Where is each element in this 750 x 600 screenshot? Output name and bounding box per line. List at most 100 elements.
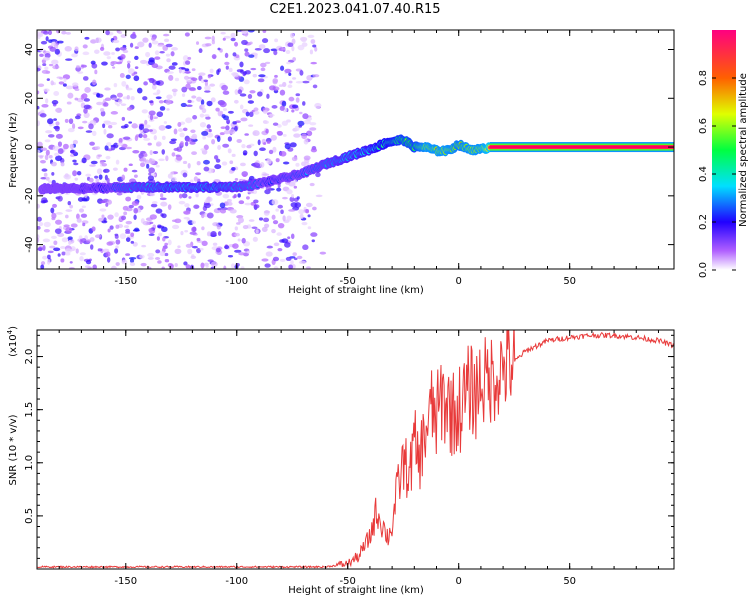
spectrogram-noise-speck bbox=[76, 171, 82, 176]
spectrogram-noise-speck bbox=[190, 255, 197, 259]
spectrogram-noise-speck bbox=[52, 203, 57, 208]
spectrogram-noise-speck bbox=[273, 242, 280, 247]
spectrogram-noise-speck bbox=[125, 146, 132, 150]
spectrogram-noise-speck bbox=[223, 130, 231, 135]
spectrogram-noise-speck bbox=[276, 232, 282, 236]
spectrogram-noise-speck bbox=[68, 118, 74, 125]
colorbar-tick-label: 0.4 bbox=[698, 166, 709, 182]
spectrogram-noise-speck bbox=[126, 60, 131, 64]
spectrogram-noise-speck bbox=[196, 247, 201, 254]
spectrogram-noise-speck bbox=[231, 167, 236, 171]
spectrogram-noise-speck bbox=[50, 80, 54, 86]
spectrogram-noise-speck bbox=[203, 144, 209, 151]
spectrogram-noise-speck bbox=[296, 255, 303, 260]
spectrogram-noise-speck bbox=[222, 194, 230, 199]
spectrogram-noise-speck bbox=[217, 144, 221, 151]
spectrogram-noise-speck bbox=[140, 59, 148, 64]
spectrogram-noise-speck bbox=[319, 251, 327, 255]
spectrogram-noise-speck bbox=[212, 222, 219, 227]
spectrogram-noise-speck bbox=[191, 95, 197, 99]
spectrogram-noise-speck bbox=[156, 111, 164, 118]
spectrogram-noise-speck bbox=[270, 134, 277, 141]
spectrogram-noise-speck bbox=[157, 260, 162, 264]
spectrogram-noise-speck bbox=[163, 121, 168, 124]
spectrogram-noise-speck bbox=[168, 74, 174, 81]
spectrogram-noise-speck bbox=[177, 128, 184, 132]
spectrogram-noise-speck bbox=[44, 52, 51, 59]
spectrogram-noise-speck bbox=[140, 262, 147, 267]
spectrogram-noise-speck bbox=[94, 69, 98, 75]
spectrogram-noise-speck bbox=[159, 106, 166, 111]
spectrogram-noise-speck bbox=[200, 213, 205, 219]
spectrogram-noise-speck bbox=[37, 203, 40, 209]
spectrogram-noise-speck bbox=[166, 71, 174, 74]
spectrogram-noise-speck bbox=[55, 219, 62, 225]
spectrogram-noise-speck bbox=[221, 114, 226, 119]
spectrogram-noise-speck bbox=[129, 262, 136, 267]
spectrogram-noise-speck bbox=[47, 258, 51, 265]
spectrogram-noise-speck bbox=[185, 117, 193, 124]
spectrogram-noise-speck bbox=[161, 213, 167, 219]
spectrogram-noise-speck bbox=[203, 166, 210, 172]
spectrogram-noise-speck bbox=[253, 110, 260, 115]
spectrogram-noise-speck bbox=[246, 196, 250, 200]
spectrogram-noise-speck bbox=[175, 155, 183, 161]
spectrogram-noise-speck bbox=[298, 209, 305, 215]
spectrogram-noise-speck bbox=[64, 118, 69, 123]
spectrogram-y-tick-label: 40 bbox=[24, 43, 35, 56]
spectrogram-noise-speck bbox=[43, 88, 50, 92]
spectrogram-noise-speck bbox=[293, 185, 298, 189]
spectrogram-noise-speck bbox=[94, 49, 100, 54]
spectrogram-noise-speck bbox=[159, 197, 167, 201]
spectrogram-noise-speck bbox=[105, 155, 111, 160]
spectrogram-noise-speck bbox=[120, 125, 128, 129]
spectrogram-noise-speck bbox=[196, 41, 200, 45]
spectrogram-noise-speck bbox=[170, 51, 175, 57]
spectrogram-noise-speck bbox=[266, 93, 270, 99]
spectrogram-noise-speck bbox=[158, 100, 164, 104]
spectrogram-noise-speck bbox=[234, 125, 238, 132]
spectrogram-noise-speck bbox=[65, 58, 73, 61]
spectrogram-noise-speck bbox=[149, 114, 154, 121]
spectrogram-noise-speck bbox=[174, 218, 182, 224]
spectrogram-noise-speck bbox=[230, 32, 236, 39]
spectrogram-noise-speck bbox=[144, 119, 148, 125]
spectrogram-noise-speck bbox=[89, 237, 95, 242]
spectrogram-noise-speck bbox=[76, 65, 81, 69]
spectrogram-noise-speck bbox=[67, 92, 74, 99]
spectrogram-noise-speck bbox=[185, 79, 193, 82]
spectrogram-noise-speck bbox=[53, 118, 57, 121]
spectrogram-noise-speck bbox=[86, 239, 91, 243]
spectrogram-noise-speck bbox=[57, 253, 61, 257]
spectrogram-noise-speck bbox=[290, 260, 294, 265]
snr-y-scale-label: (x104) bbox=[6, 326, 19, 357]
spectrogram-noise-speck bbox=[99, 46, 105, 51]
spectrogram-noise-speck bbox=[56, 40, 64, 44]
spectrogram-noise-speck bbox=[74, 115, 81, 120]
spectrogram-noise-speck bbox=[271, 229, 276, 234]
spectrogram-noise-speck bbox=[315, 194, 323, 198]
spectrogram-noise-speck bbox=[66, 101, 72, 105]
spectrogram-noise-speck bbox=[219, 202, 226, 209]
spectrogram-noise-speck bbox=[195, 172, 202, 176]
spectrogram-noise-speck bbox=[254, 47, 262, 51]
spectrogram-noise-speck bbox=[89, 164, 96, 167]
spectrogram-noise-speck bbox=[40, 264, 45, 269]
spectrogram-noise-speck bbox=[257, 139, 261, 146]
spectrogram-noise-speck bbox=[197, 86, 202, 91]
spectrogram-noise-speck bbox=[253, 107, 259, 112]
spectrogram-noise-speck bbox=[206, 212, 214, 219]
spectrogram-noise-speck bbox=[169, 140, 177, 145]
spectrogram-noise-speck bbox=[47, 134, 55, 138]
spectrogram-noise-speck bbox=[236, 138, 242, 143]
spectrogram-noise-speck bbox=[276, 187, 282, 192]
spectrogram-noise-speck bbox=[201, 240, 208, 247]
spectrogram-noise-speck bbox=[70, 223, 78, 228]
spectrogram-noise-speck bbox=[45, 98, 49, 104]
spectrogram-noise-speck bbox=[178, 193, 183, 199]
spectrogram-noise-speck bbox=[314, 102, 322, 109]
spectrogram-noise-speck bbox=[244, 51, 250, 57]
spectrogram-noise-speck bbox=[295, 93, 301, 97]
spectrogram-noise-speck bbox=[168, 65, 176, 70]
spectrogram-noise-speck bbox=[101, 214, 105, 219]
